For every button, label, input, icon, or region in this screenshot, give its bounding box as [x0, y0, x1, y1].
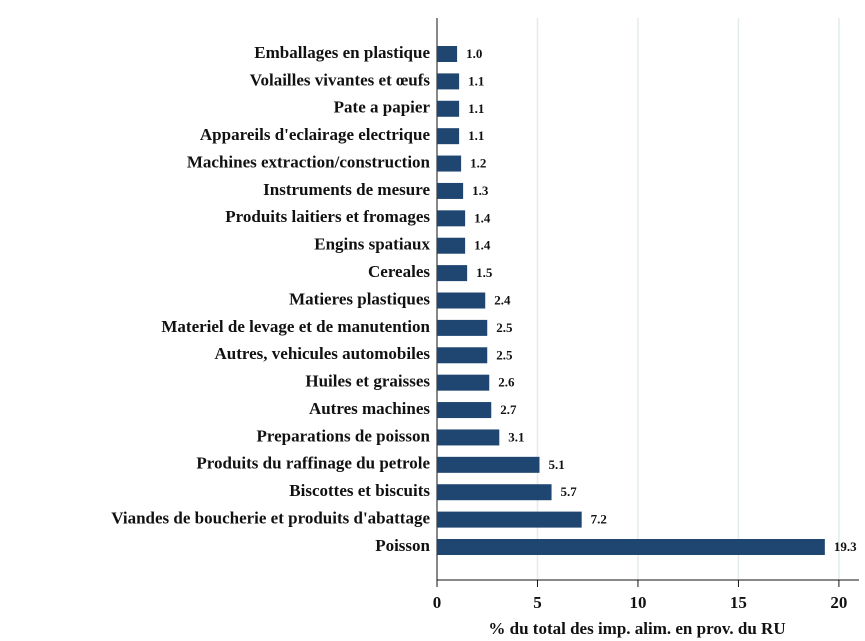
bar — [437, 237, 466, 254]
bar — [437, 429, 500, 446]
category-label: Autres, vehicules automobiles — [215, 344, 431, 363]
value-label: 2.5 — [496, 347, 513, 362]
value-label: 1.1 — [468, 73, 484, 88]
category-label: Produits laitiers et fromages — [225, 207, 430, 226]
category-label: Appareils d'eclairage electrique — [200, 125, 431, 144]
bar — [437, 46, 458, 62]
bar — [437, 319, 488, 336]
category-label: Emballages en plastique — [254, 43, 430, 62]
value-label: 5.1 — [548, 457, 564, 472]
value-label: 1.1 — [468, 128, 484, 143]
category-label: Autres machines — [309, 399, 430, 418]
bar — [437, 265, 468, 282]
category-label: Viandes de boucherie et produits d'abatt… — [111, 509, 430, 528]
bar — [437, 402, 492, 419]
value-label: 2.7 — [500, 402, 517, 417]
x-tick-label: 0 — [433, 593, 442, 612]
value-label: 3.1 — [508, 429, 524, 444]
x-tick-label: 10 — [629, 593, 646, 612]
category-label: Machines extraction/construction — [187, 152, 431, 171]
x-tick-label: 20 — [830, 593, 847, 612]
bar — [437, 374, 490, 391]
category-label: Cereales — [368, 262, 430, 281]
bar — [437, 539, 825, 555]
category-label: Produits du raffinage du petrole — [196, 454, 430, 473]
bar — [437, 128, 460, 145]
bar — [437, 73, 460, 90]
category-label: Materiel de levage et de manutention — [161, 317, 430, 336]
value-label: 1.5 — [476, 265, 493, 280]
category-label: Huiles et graisses — [305, 372, 430, 391]
value-label: 1.4 — [474, 238, 491, 253]
bar — [437, 511, 582, 528]
bar — [437, 456, 540, 473]
value-label: 2.4 — [494, 292, 511, 307]
x-tick-label: 15 — [730, 593, 747, 612]
category-label: Pate a papier — [334, 98, 431, 117]
x-axis-title: % du total des imp. alim. en prov. du RU — [488, 619, 785, 638]
value-label: 19.3 — [834, 539, 857, 554]
value-label: 2.6 — [498, 375, 515, 390]
value-label: 1.0 — [466, 46, 482, 61]
bar — [437, 292, 486, 309]
category-label: Engins spatiaux — [314, 235, 430, 254]
category-label: Poisson — [375, 536, 430, 555]
category-label: Biscottes et biscuits — [289, 481, 430, 500]
category-label: Volailles vivantes et œufs — [250, 70, 431, 89]
bar — [437, 100, 460, 117]
bar — [437, 484, 552, 501]
value-label: 7.2 — [591, 512, 607, 527]
value-label: 1.2 — [470, 156, 486, 171]
bar — [437, 347, 488, 364]
value-label: 1.3 — [472, 183, 489, 198]
value-label: 2.5 — [496, 320, 513, 335]
value-label: 1.4 — [474, 210, 491, 225]
category-label: Matieres plastiques — [289, 289, 430, 308]
value-label: 5.7 — [561, 484, 578, 499]
category-label: Preparations de poisson — [257, 426, 431, 445]
bar — [437, 155, 462, 172]
x-tick-label: 5 — [533, 593, 542, 612]
bar — [437, 210, 466, 227]
bar — [437, 182, 464, 199]
category-label: Instruments de mesure — [263, 180, 430, 199]
value-label: 1.1 — [468, 101, 484, 116]
